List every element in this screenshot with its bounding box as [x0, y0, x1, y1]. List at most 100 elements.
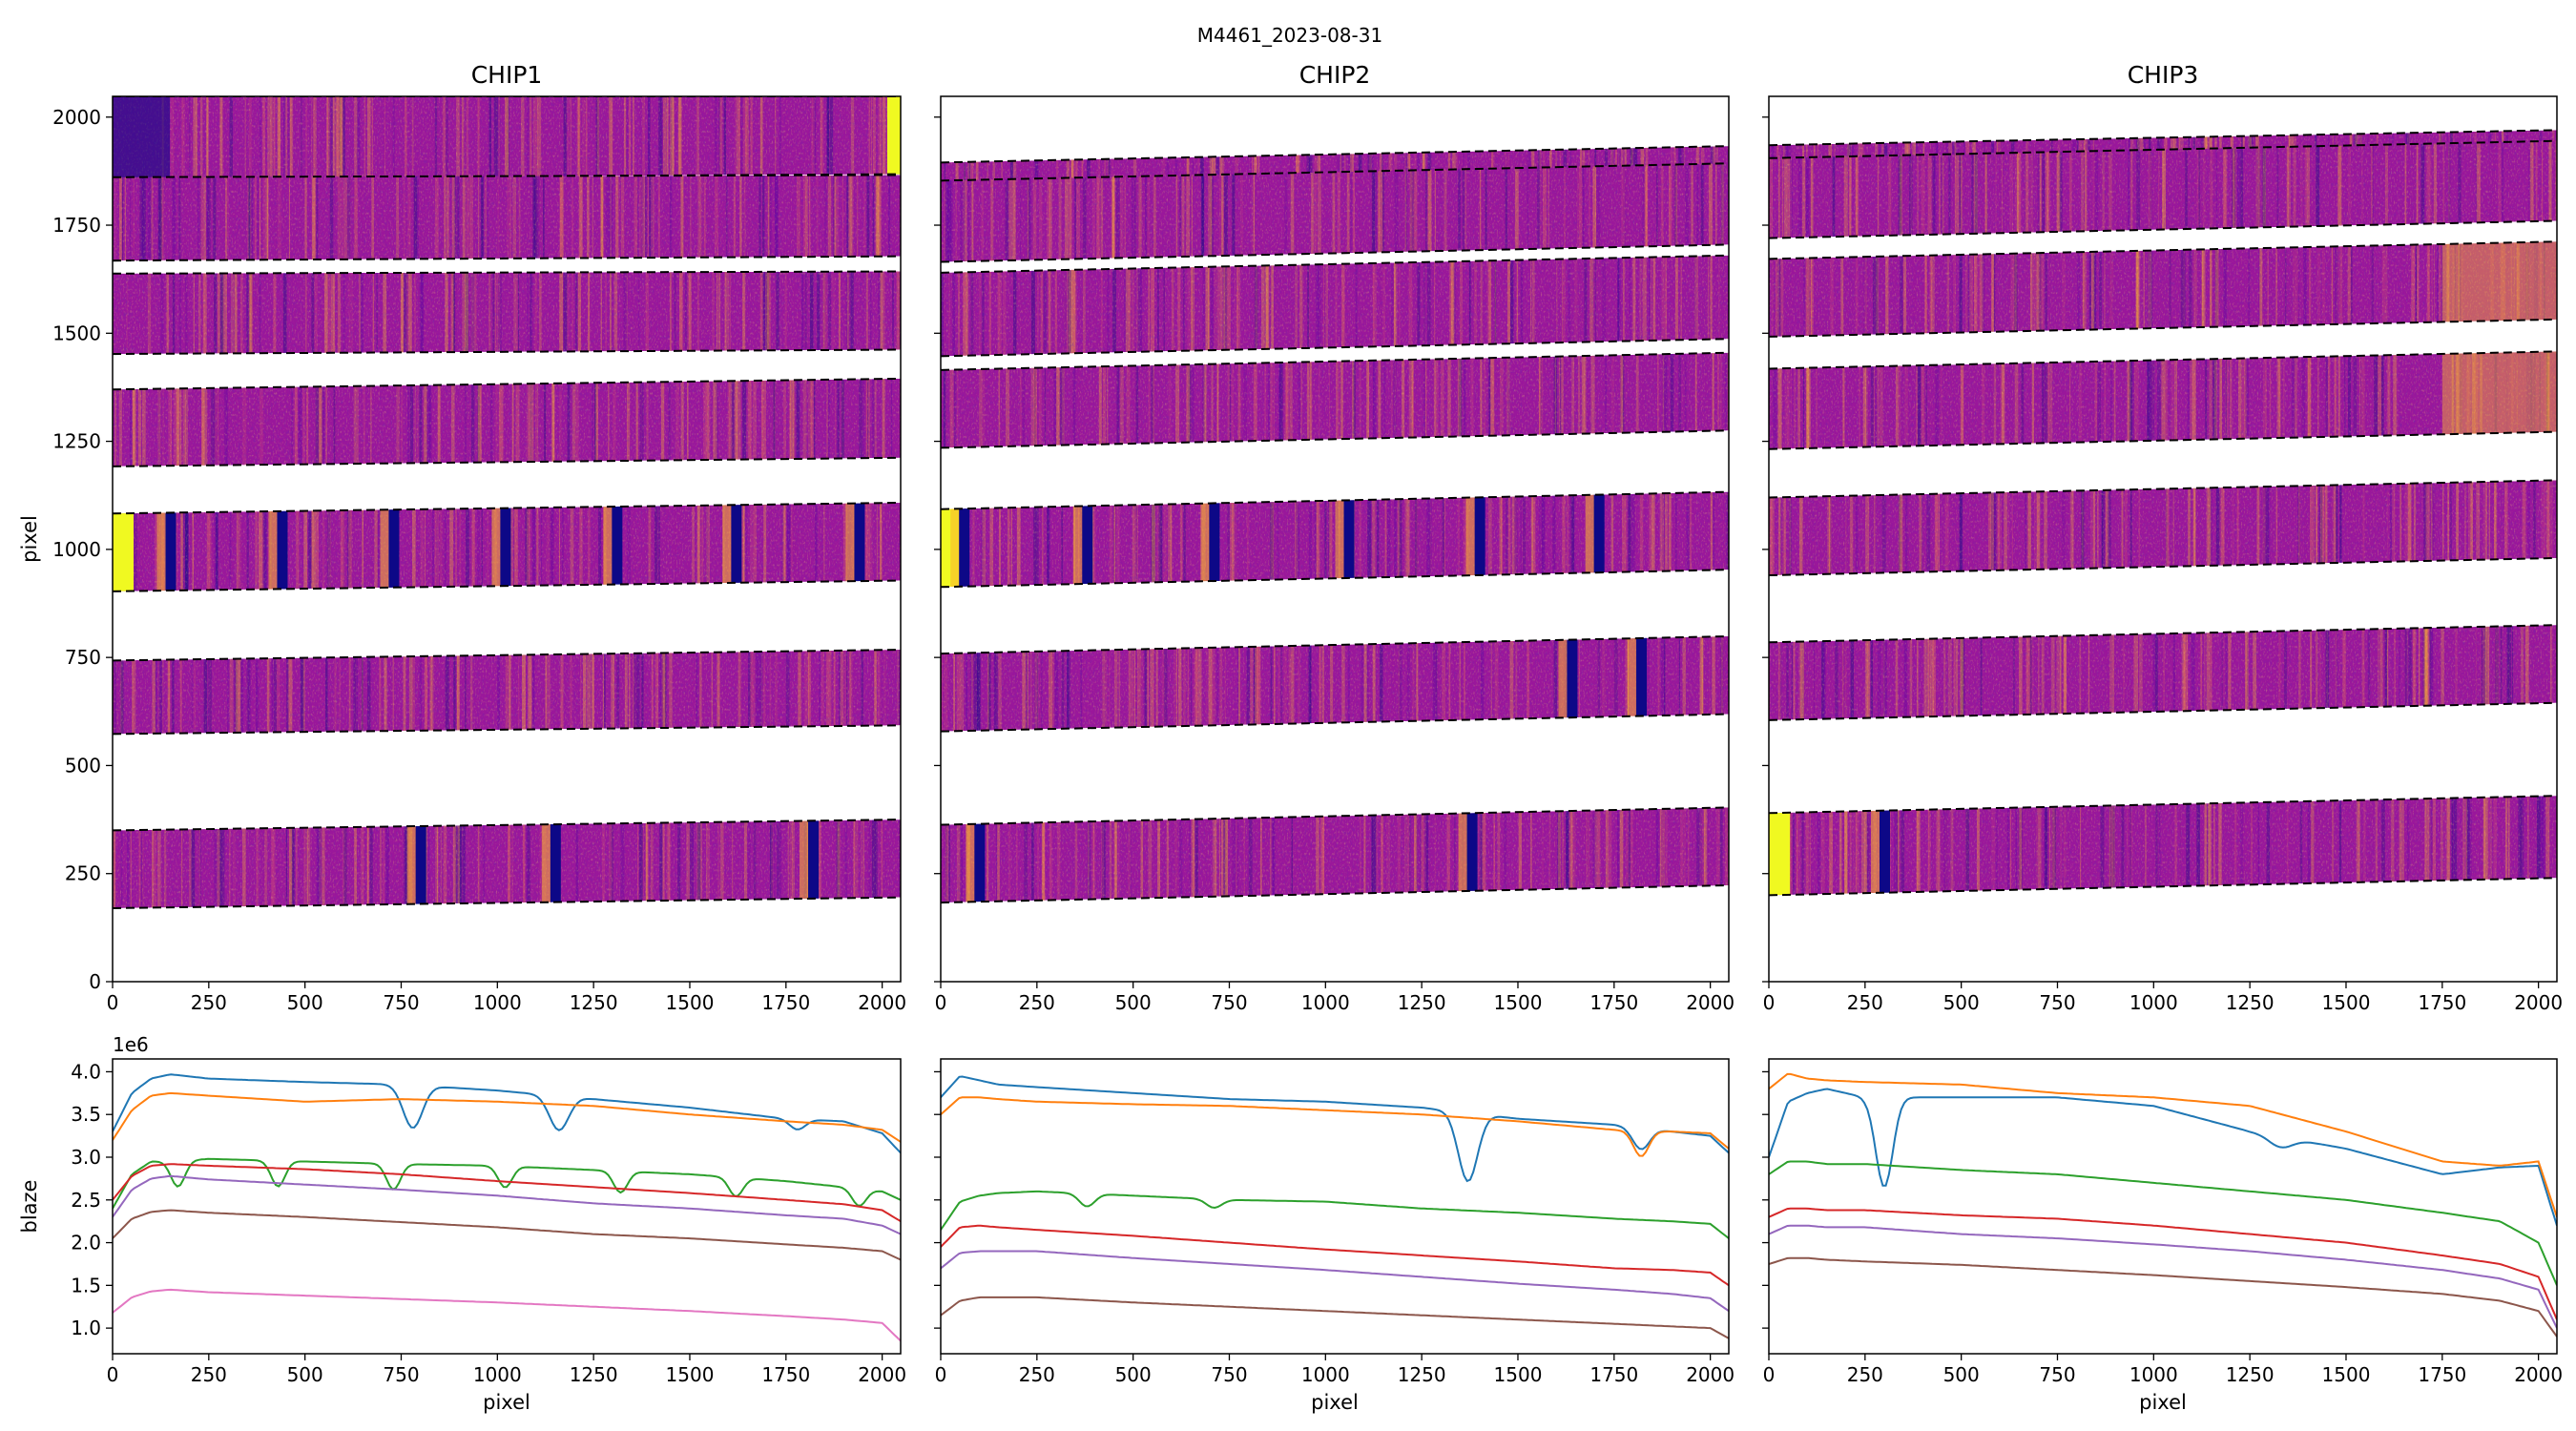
- absorption-line: [1567, 635, 1578, 732]
- absorption-line: [500, 502, 511, 591]
- line-wing: [1335, 491, 1345, 588]
- y-tick-label: 250: [65, 862, 101, 885]
- x-axis-label: pixel: [2139, 1391, 2187, 1414]
- blaze-series-3: [1769, 1160, 2557, 1286]
- y-tick-label: 1750: [52, 214, 101, 237]
- heatmap-panel-3: 0 250 500 750 1000 1250 1500 1750 2000 CHIP3: [1762, 61, 2563, 1014]
- x-tick-label: 500: [1115, 1363, 1152, 1386]
- x-tick-label: 1750: [761, 1363, 810, 1386]
- order-strip: [113, 270, 901, 356]
- x-tick-label: 1500: [1494, 1363, 1543, 1386]
- blaze-series-6: [1769, 1256, 2557, 1338]
- panel-title: CHIP3: [2128, 61, 2199, 89]
- x-tick-label: 2000: [858, 1363, 906, 1386]
- y-tick-label: 0: [89, 970, 101, 993]
- order-strip: [1769, 350, 2557, 450]
- edge-glow: [113, 502, 134, 591]
- x-tick-label: 250: [1019, 991, 1055, 1014]
- plot-area: [1769, 1072, 2557, 1338]
- order-trace-top: [941, 145, 1729, 164]
- x-tick-label: 1250: [1398, 991, 1446, 1014]
- x-tick-label: 750: [383, 991, 419, 1014]
- y-tick-label: 500: [65, 754, 101, 777]
- x-tick-label: 1500: [666, 1363, 715, 1386]
- line-wing: [380, 502, 390, 591]
- order-strip: [941, 351, 1729, 449]
- noise-dark: [113, 378, 901, 467]
- y-tick-label: 3.0: [71, 1146, 101, 1169]
- blaze-series-4: [113, 1163, 901, 1223]
- order-trace-bottom: [1769, 318, 2557, 338]
- heatmap-panel-2: 0 250 500 750 1000 1250 1500 1750 2000 CHIP2: [934, 61, 1735, 1014]
- x-tick-label: 2000: [1686, 991, 1735, 1014]
- blaze-series-1: [1769, 1088, 2557, 1226]
- order-trace-bottom: [113, 724, 901, 736]
- x-tick-label: 1750: [2418, 1363, 2466, 1386]
- x-tick-label: 1250: [570, 1363, 618, 1386]
- absorption-line: [415, 819, 426, 908]
- axes-frame: [1768, 95, 2558, 983]
- panel-title: CHIP1: [471, 61, 543, 89]
- line-wing: [268, 502, 279, 591]
- blaze-series-6: [113, 1209, 901, 1261]
- line-wing: [722, 502, 733, 591]
- order-strip: [113, 649, 901, 736]
- blaze-series-6: [941, 1296, 1729, 1339]
- x-axis-label: pixel: [483, 1391, 530, 1414]
- x-tick-label: 1500: [1494, 991, 1543, 1014]
- noise-dark: [1769, 625, 2557, 720]
- x-tick-label: 250: [191, 1363, 227, 1386]
- order-strip: [1769, 795, 2557, 897]
- order-trace-top: [1769, 350, 2557, 370]
- order-trace-bottom: [113, 579, 901, 592]
- y-tick-label: 2000: [52, 106, 101, 129]
- y-tick-label: 3.5: [71, 1103, 101, 1126]
- x-tick-label: 0: [1763, 991, 1776, 1014]
- x-tick-label: 1000: [473, 991, 522, 1014]
- absorption-line: [808, 819, 820, 908]
- line-wing: [603, 502, 613, 591]
- figure-suptitle: M4461_2023-08-31: [1197, 24, 1382, 47]
- x-tick-label: 0: [935, 1363, 947, 1386]
- line-wing: [966, 807, 976, 903]
- y-tick-label: 2.0: [71, 1232, 101, 1255]
- order-strip: [1769, 139, 2557, 239]
- order-strip: [113, 377, 901, 467]
- x-tick-label: 1000: [473, 1363, 522, 1386]
- noise-dark: [1769, 351, 2557, 449]
- x-tick-label: 0: [107, 991, 119, 1014]
- order-trace-bottom: [1769, 701, 2557, 721]
- blaze-series-7: [113, 1288, 901, 1342]
- noise-dark: [941, 352, 1729, 448]
- order-trace-bottom: [113, 456, 901, 467]
- absorption-line: [1082, 491, 1093, 588]
- absorption-line: [1343, 491, 1355, 588]
- plot-area: [941, 145, 1729, 904]
- x-tick-label: 1000: [1301, 991, 1350, 1014]
- line-wing: [1870, 796, 1880, 896]
- x-tick-label: 500: [1943, 1363, 1980, 1386]
- absorption-line: [1466, 807, 1478, 903]
- x-tick-label: 1000: [1301, 1363, 1350, 1386]
- y-tick-label: 1250: [52, 430, 101, 453]
- x-tick-label: 750: [2039, 991, 2075, 1014]
- order-strip: [113, 174, 901, 262]
- absorption-line: [854, 502, 865, 591]
- x-tick-label: 0: [935, 991, 947, 1014]
- x-tick-label: 1250: [2226, 991, 2275, 1014]
- order-trace-bottom: [113, 255, 901, 262]
- absorption-line: [731, 502, 742, 591]
- order-trace-top: [941, 806, 1729, 826]
- order-trace-bottom: [113, 348, 901, 356]
- order-strip: [1769, 624, 2557, 721]
- x-tick-label: 2000: [858, 991, 906, 1014]
- order-trace-top: [1769, 240, 2557, 260]
- order-strip: [113, 501, 901, 592]
- x-tick-label: 1250: [2226, 1363, 2275, 1386]
- order-strip: [941, 490, 1729, 589]
- x-tick-label: 500: [287, 1363, 323, 1386]
- x-axis-label: pixel: [1311, 1391, 1359, 1414]
- blaze-series-2: [1769, 1072, 2557, 1218]
- y-tick-label: 1000: [52, 538, 101, 561]
- order-strip: [1769, 479, 2557, 577]
